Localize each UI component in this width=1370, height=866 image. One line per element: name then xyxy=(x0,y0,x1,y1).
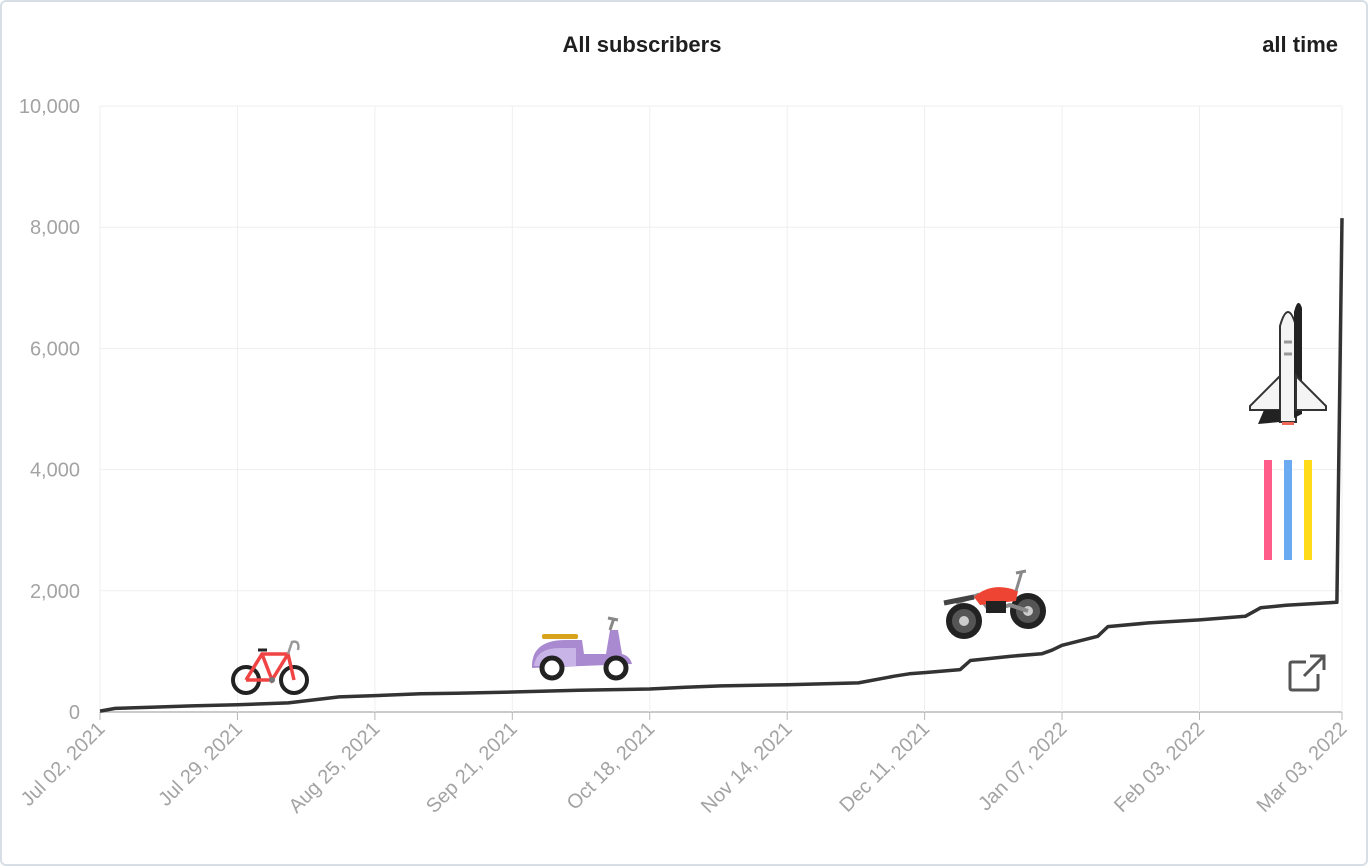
x-tick-label: Aug 25, 2021 xyxy=(285,718,385,818)
y-tick-label: 2,000 xyxy=(30,581,80,603)
y-tick-label: 4,000 xyxy=(30,460,80,482)
exhaust-trails xyxy=(1264,460,1312,560)
external-link-icon[interactable] xyxy=(1288,654,1326,692)
y-tick-label: 0 xyxy=(69,702,80,724)
bicycle-icon xyxy=(231,640,309,695)
y-tick-label: 8,000 xyxy=(30,217,80,239)
x-tick-label: Jul 02, 2021 xyxy=(17,718,110,811)
y-tick-label: 10,000 xyxy=(19,96,80,118)
y-tick-label: 6,000 xyxy=(30,338,80,360)
y-axis-ticks: 0 2,000 4,000 6,000 8,000 10,000 xyxy=(19,96,80,724)
x-tick-label: Nov 14, 2021 xyxy=(697,718,797,818)
chart-title: All subscribers xyxy=(562,32,722,57)
space-shuttle-icon xyxy=(1249,302,1327,425)
grid-lines xyxy=(99,105,1343,720)
series-line xyxy=(99,218,1344,713)
x-tick-label: Sep 21, 2021 xyxy=(422,718,522,818)
x-tick-label: Oct 18, 2021 xyxy=(563,718,660,815)
scooter-icon xyxy=(532,616,632,681)
x-tick-label: Dec 11, 2021 xyxy=(836,718,935,817)
series-line-layer xyxy=(99,218,1344,713)
x-tick-label: Jul 29, 2021 xyxy=(154,718,247,811)
time-range-button[interactable]: all time xyxy=(1262,32,1338,57)
x-tick-label: Jan 07, 2022 xyxy=(974,718,1071,815)
x-axis-ticks: Jul 02, 2021 Jul 29, 2021 Aug 25, 2021 Sep … xyxy=(17,718,1352,818)
x-tick-label: Feb 03, 2022 xyxy=(1110,718,1209,817)
x-tick-label: Mar 03, 2022 xyxy=(1253,718,1352,817)
motorcycle-icon xyxy=(943,569,1046,639)
